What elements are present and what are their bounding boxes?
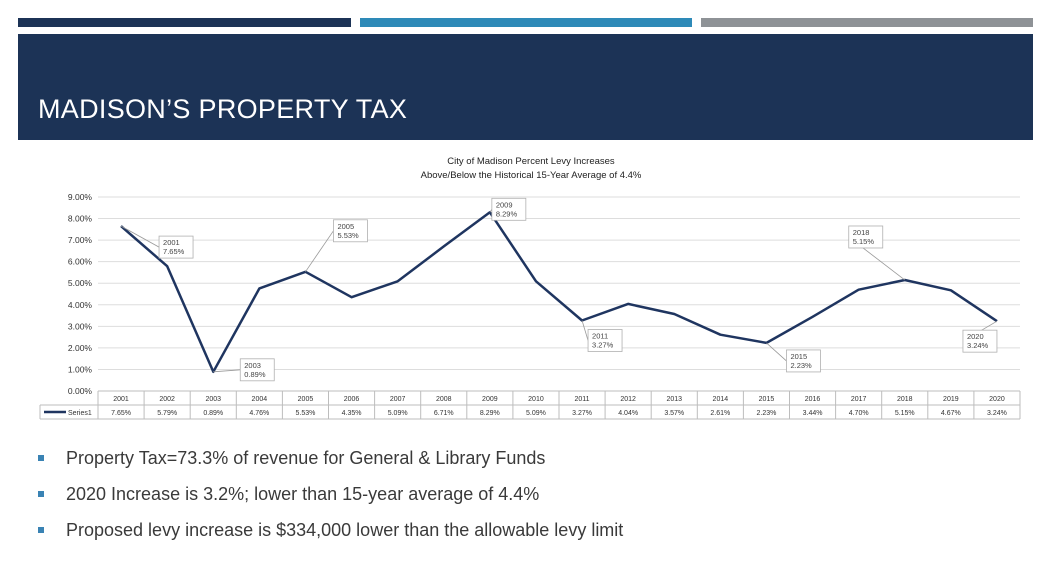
- callout-leader: [581, 320, 589, 341]
- x-tick-label: 2011: [575, 396, 590, 403]
- callout-box: [491, 197, 527, 221]
- slide-title: MADISON’S PROPERTY TAX: [38, 94, 408, 124]
- callout-year: 2003: [244, 361, 261, 370]
- callout-box: [786, 349, 821, 373]
- bullet-text: 2020 Increase is 3.2%; lower than 15-yea…: [66, 483, 540, 504]
- y-tick-label: 9.00%: [68, 192, 93, 202]
- x-tick-label: 2020: [989, 396, 1005, 403]
- callout-value: 3.27%: [592, 341, 614, 350]
- callout-value: 3.24%: [967, 341, 989, 350]
- y-tick-label: 7.00%: [68, 235, 93, 245]
- bullet-item: Proposed levy increase is $334,000 lower…: [38, 512, 623, 548]
- callout-year: 2009: [496, 200, 513, 209]
- x-tick-label: 2009: [482, 396, 498, 403]
- x-tick-label: 2010: [528, 396, 544, 403]
- callout-year: 2001: [163, 238, 180, 247]
- y-tick-label: 8.00%: [68, 214, 93, 224]
- x-tick-label: 2016: [805, 396, 821, 403]
- accent-bar-gray: [701, 18, 1033, 27]
- callout-year: 2011: [592, 332, 608, 341]
- bullet-list: Property Tax=73.3% of revenue for Genera…: [38, 440, 623, 548]
- bullet-marker: [38, 491, 44, 497]
- callout-value: 0.89%: [244, 370, 266, 379]
- x-tick-label: 2007: [390, 396, 406, 403]
- y-tick-label: 5.00%: [68, 278, 93, 288]
- table-value: 2.23%: [757, 410, 777, 417]
- x-tick-label: 2018: [897, 396, 913, 403]
- table-value: 4.04%: [618, 410, 638, 417]
- x-tick-label: 2013: [666, 396, 682, 403]
- x-tick-label: 2005: [298, 396, 314, 403]
- callout-box: [962, 329, 998, 353]
- y-tick-label: 0.00%: [68, 386, 93, 396]
- callout-value: 5.15%: [853, 237, 875, 246]
- table-value: 8.29%: [480, 410, 500, 417]
- y-tick-label: 1.00%: [68, 364, 93, 374]
- bullet-marker: [38, 527, 44, 533]
- table-value: 5.15%: [895, 410, 915, 417]
- table-value: 5.53%: [296, 410, 316, 417]
- callout-year: 2005: [337, 222, 354, 231]
- callout-year: 2020: [967, 332, 984, 341]
- x-tick-label: 2001: [113, 396, 129, 403]
- bullet-text: Property Tax=73.3% of revenue for Genera…: [66, 447, 546, 468]
- table-value: 4.76%: [249, 410, 269, 417]
- callout-year: 2015: [790, 352, 807, 361]
- x-tick-label: 2002: [159, 396, 175, 403]
- title-banner: MADISON’S PROPERTY TAX: [18, 34, 1033, 140]
- table-value: 7.65%: [111, 410, 131, 417]
- table-value: 3.57%: [664, 410, 684, 417]
- table-value: 6.71%: [434, 410, 454, 417]
- table-value: 3.24%: [987, 410, 1007, 417]
- callout-year: 2018: [853, 228, 870, 237]
- chart-title: City of Madison Percent Levy Increases: [447, 156, 615, 167]
- bullet-item: 2020 Increase is 3.2%; lower than 15-yea…: [38, 476, 623, 512]
- callout-leader: [120, 225, 160, 248]
- callout-box: [587, 329, 623, 352]
- x-tick-label: 2017: [851, 396, 867, 403]
- legend-label: Series1: [68, 410, 92, 417]
- chart-subtitle: Above/Below the Historical 15-Year Avera…: [421, 170, 642, 181]
- table-value: 0.89%: [203, 410, 223, 417]
- series-line: [120, 211, 998, 374]
- callout-value: 8.29%: [496, 209, 518, 218]
- y-tick-label: 3.00%: [68, 321, 93, 331]
- x-tick-label: 2015: [759, 396, 775, 403]
- x-tick-label: 2012: [620, 396, 636, 403]
- callout-leader: [213, 369, 241, 373]
- x-tick-label: 2014: [713, 396, 729, 403]
- accent-bar-teal: [360, 18, 692, 27]
- callout-box: [158, 235, 194, 259]
- table-value: 5.79%: [157, 410, 177, 417]
- table-value: 5.09%: [388, 410, 408, 417]
- x-tick-label: 2008: [436, 396, 452, 403]
- table-value: 2.61%: [710, 410, 730, 417]
- y-tick-label: 6.00%: [68, 257, 93, 267]
- callout-value: 2.23%: [790, 361, 812, 370]
- x-tick-label: 2006: [344, 396, 360, 403]
- table-value: 3.27%: [572, 410, 592, 417]
- y-tick-label: 2.00%: [68, 343, 93, 353]
- x-tick-label: 2019: [943, 396, 959, 403]
- bullet-item: Property Tax=73.3% of revenue for Genera…: [38, 440, 623, 476]
- table-value: 5.09%: [526, 410, 546, 417]
- y-tick-label: 4.00%: [68, 300, 93, 310]
- callout-box: [239, 358, 275, 382]
- table-value: 4.67%: [941, 410, 961, 417]
- levy-increase-chart: City of Madison Percent Levy Increases Ab…: [39, 156, 1021, 420]
- table-value: 4.35%: [342, 410, 362, 417]
- x-tick-label: 2004: [252, 396, 268, 403]
- callout-value: 5.53%: [337, 231, 359, 240]
- table-value: 4.70%: [849, 410, 869, 417]
- callout-value: 7.65%: [163, 247, 185, 256]
- x-tick-label: 2003: [205, 396, 221, 403]
- callout-leader: [305, 230, 334, 273]
- callout-box: [333, 219, 368, 243]
- callout-box: [848, 225, 884, 249]
- bullet-text: Proposed levy increase is $334,000 lower…: [66, 519, 624, 540]
- accent-bar-navy: [18, 18, 351, 27]
- callout-leader: [766, 342, 787, 362]
- bullet-marker: [38, 455, 44, 461]
- table-value: 3.44%: [803, 410, 823, 417]
